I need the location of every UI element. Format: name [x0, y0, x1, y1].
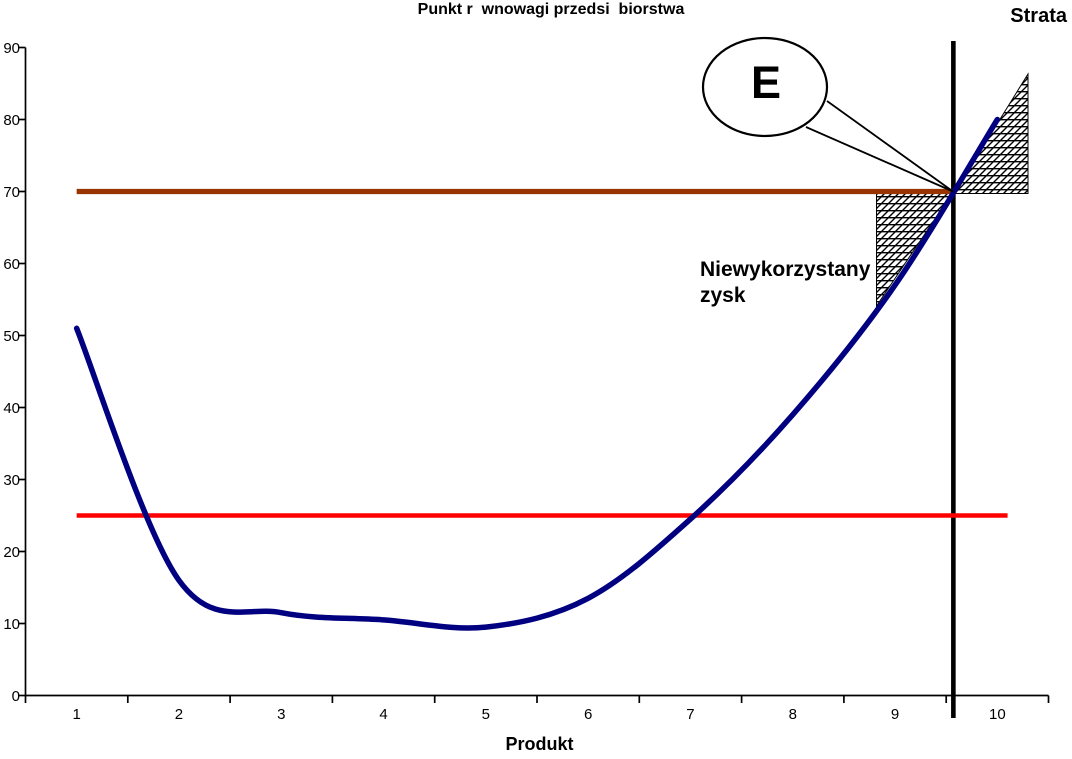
y-axis-tick-label: 10 [3, 615, 20, 633]
y-axis-tick-label: 80 [3, 111, 20, 129]
data-lines-layer [18, 41, 1050, 718]
x-axis-title: Produkt [505, 734, 574, 754]
x-axis-tick-label: 2 [174, 706, 184, 723]
x-axis-tick-label: 7 [686, 706, 695, 723]
y-axis-tick-label: 30 [3, 471, 20, 489]
callout-ellipse [701, 36, 829, 138]
y-axis-tick-label: 90 [3, 39, 20, 57]
cost-curve [73, 116, 1001, 631]
equilibrium-point-label: E [750, 57, 781, 108]
loss-region-label: Strata [1010, 5, 1067, 27]
axis-lines [24, 47, 1049, 697]
callout-bubble [701, 36, 954, 193]
unused-profit-line2: zysk [700, 284, 746, 307]
x-axis-tick-label: 8 [788, 706, 797, 723]
callout-tail [805, 100, 954, 193]
chart-title: Punkt r wnowagi przedsi biorstwa [417, 1, 685, 18]
y-axis-tick-label: 20 [3, 543, 20, 561]
unused-profit-line1: Niewykorzystany [700, 258, 871, 281]
x-axis-tick-label: 3 [277, 706, 286, 723]
x-axis-tick-label: 5 [481, 706, 491, 723]
x-axis-tick-label: 9 [890, 706, 900, 723]
y-axis-tick-label: 40 [3, 399, 20, 417]
x-axis-tick-label: 6 [583, 706, 593, 723]
x-axis-tick-label: 1 [72, 706, 81, 723]
y-axis-tick-label: 60 [3, 255, 20, 273]
x-axis-tick-label: 4 [379, 706, 388, 723]
x-axis-tick-label: 10 [989, 706, 1006, 723]
y-axis-tick-label: 0 [11, 687, 20, 705]
unused-profit-label: Niewykorzystany zysk [700, 257, 870, 309]
y-axis-tick-label: 50 [3, 327, 20, 345]
y-axis-tick-label: 70 [3, 183, 20, 201]
